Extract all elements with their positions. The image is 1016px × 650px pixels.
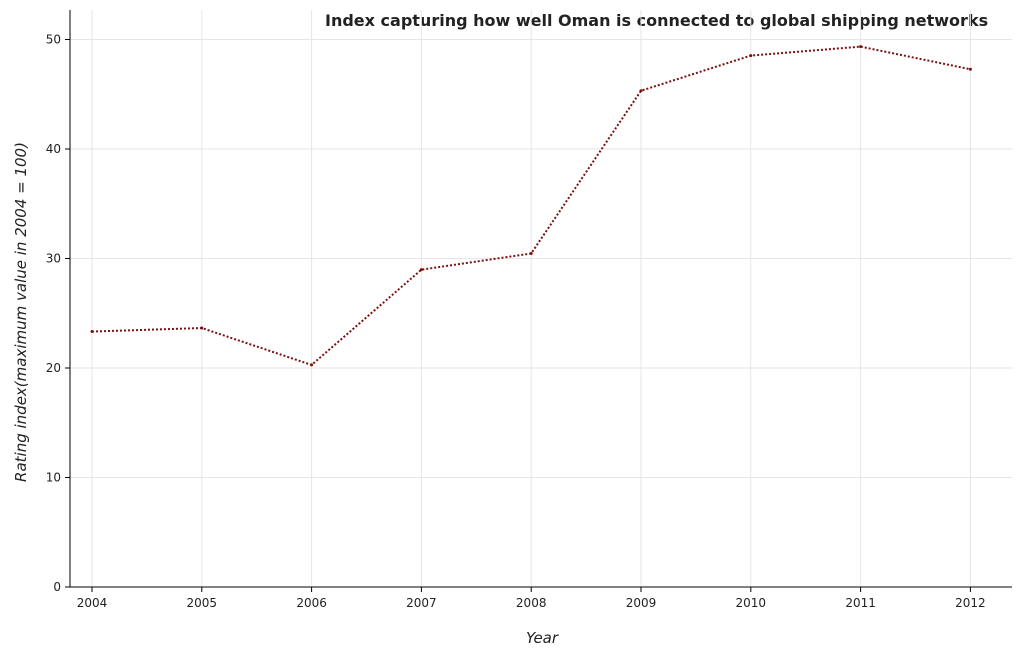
chart-title: Index capturing how well Oman is connect…: [325, 11, 988, 30]
x-axis-ticks: 2004 2005 2006 2007 2008 2009 2010 2011 2012: [77, 587, 986, 610]
x-tick-label: 2011: [845, 596, 876, 610]
data-point: [968, 67, 972, 71]
y-tick-label: 10: [46, 471, 61, 485]
y-tick-label: 20: [46, 361, 61, 375]
data-point: [310, 363, 314, 367]
x-tick-label: 2008: [516, 596, 547, 610]
x-tick-label: 2006: [296, 596, 327, 610]
x-tick-label: 2004: [77, 596, 108, 610]
x-tick-label: 2007: [406, 596, 437, 610]
x-tick-label: 2010: [736, 596, 767, 610]
y-axis-label: Rating index(maximum value in 2004 = 100…: [12, 142, 30, 482]
data-point: [90, 330, 94, 334]
y-tick-label: 50: [46, 33, 61, 47]
data-point: [419, 268, 423, 272]
x-tick-label: 2005: [187, 596, 218, 610]
series-line: [91, 45, 971, 367]
y-tick-label: 40: [46, 142, 61, 156]
series-layer: [90, 45, 972, 367]
data-point: [749, 54, 753, 58]
data-point: [529, 251, 533, 255]
y-tick-label: 30: [46, 252, 61, 266]
y-axis-ticks: 0 10 20 30 40 50: [46, 33, 70, 594]
x-tick-label: 2009: [626, 596, 657, 610]
y-tick-label: 0: [53, 580, 61, 594]
data-point: [859, 45, 863, 49]
data-point: [639, 89, 643, 93]
x-tick-label: 2012: [955, 596, 986, 610]
x-axis-label: Year: [526, 629, 559, 647]
axes: [69, 10, 1012, 588]
grid: [70, 10, 1012, 588]
data-point: [200, 326, 204, 330]
